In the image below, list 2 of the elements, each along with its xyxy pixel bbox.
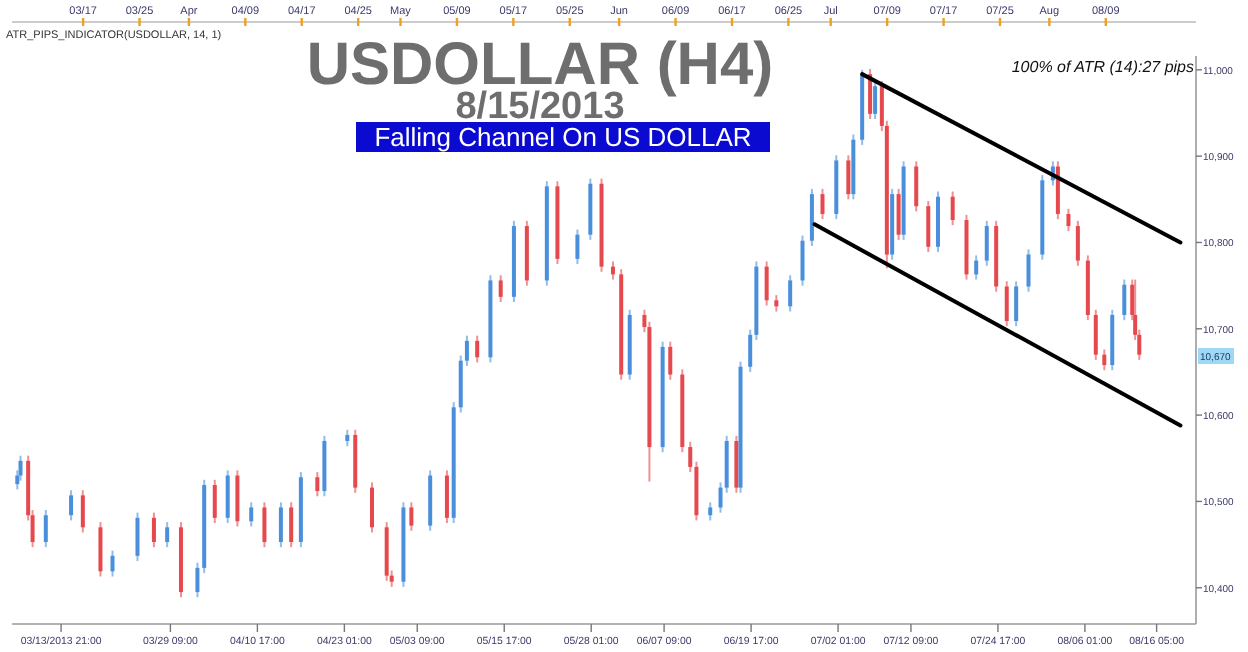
annotation: Falling Channel On US DOLLAR [374, 122, 752, 152]
annotation: 100% of ATR (14):27 pips [1011, 58, 1194, 76]
